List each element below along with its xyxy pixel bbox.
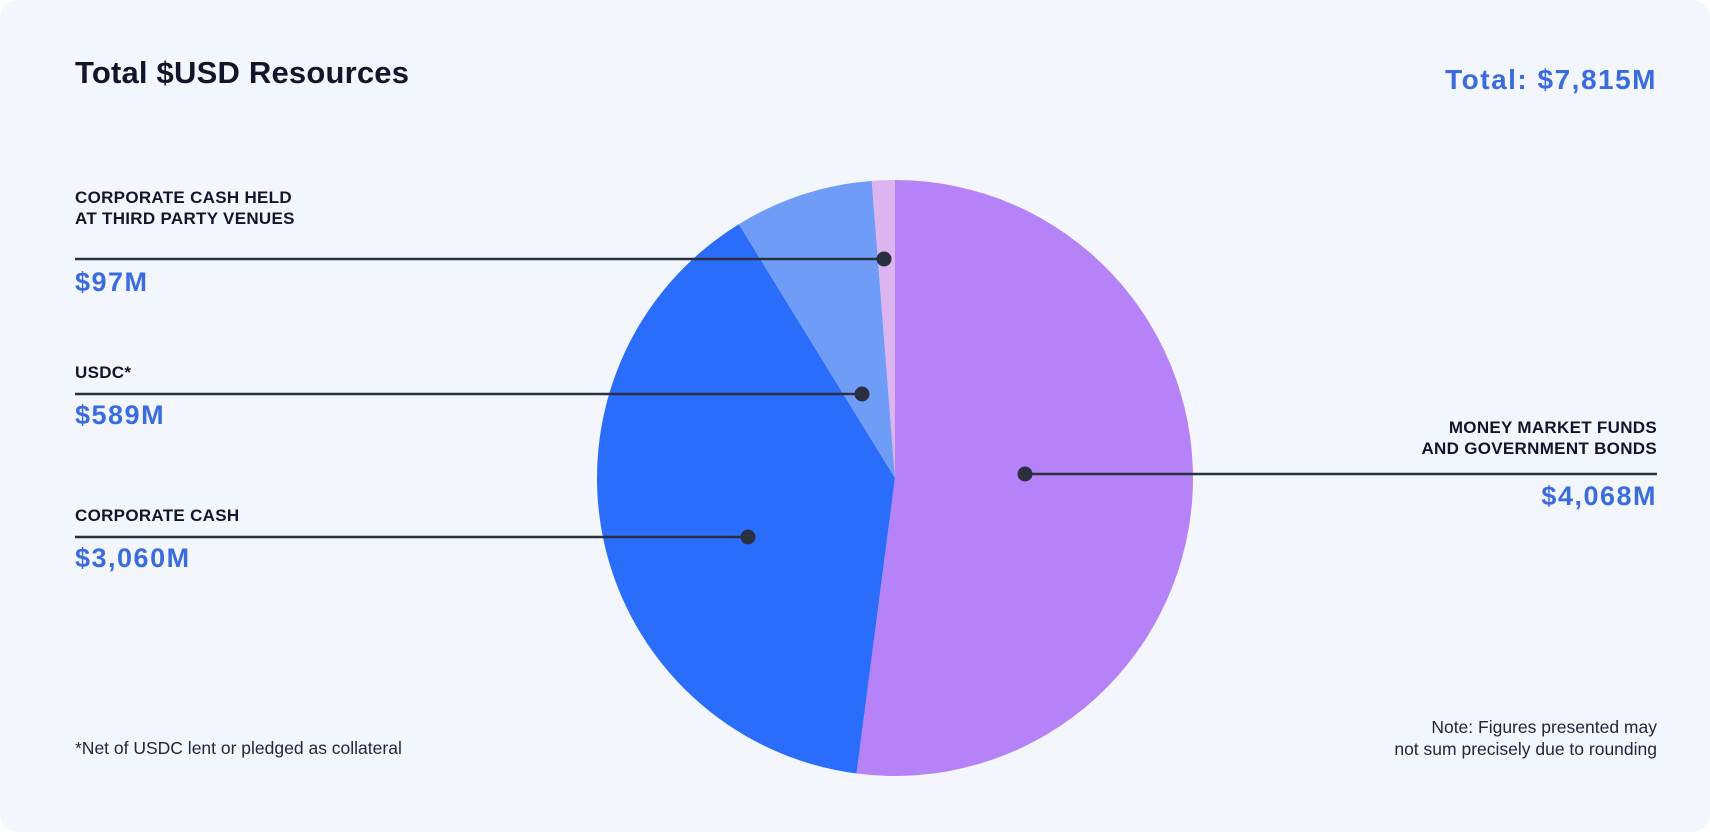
pie-slice-corporate-cash bbox=[596, 224, 895, 774]
callout-third-party-venues: CORPORATE CASH HELD AT THIRD PARTY VENUE… bbox=[75, 187, 295, 297]
callout-label: CORPORATE CASH bbox=[75, 505, 239, 526]
pie-slices bbox=[596, 180, 1193, 776]
leader-dot-corporate-cash bbox=[740, 529, 756, 545]
footnote-line: not sum precisely due to rounding bbox=[1394, 738, 1657, 759]
callout-label: USDC* bbox=[75, 362, 131, 383]
callout-label: MONEY MARKET FUNDS AND GOVERNMENT BONDS bbox=[1421, 417, 1657, 459]
callout-value: $3,060M bbox=[75, 543, 191, 573]
leader-dot-usdc bbox=[854, 386, 870, 402]
callout-value: $97M bbox=[75, 267, 149, 297]
callout-label: CORPORATE CASH HELD AT THIRD PARTY VENUE… bbox=[75, 187, 295, 229]
callout-money-market: MONEY MARKET FUNDS AND GOVERNMENT BONDS … bbox=[1421, 417, 1657, 511]
total-value: Total: $7,815M bbox=[1445, 64, 1657, 95]
callout-label-line: USDC* bbox=[75, 363, 132, 382]
callout-label-line: CORPORATE CASH HELD bbox=[75, 188, 292, 207]
footnote-line: Note: Figures presented may bbox=[1431, 717, 1657, 737]
callout-usdc: USDC* $589M bbox=[75, 362, 164, 430]
callout-corporate-cash: CORPORATE CASH $3,060M bbox=[75, 505, 239, 573]
callout-label-line: CORPORATE CASH bbox=[75, 506, 240, 525]
leader-dot-money-market bbox=[1017, 466, 1033, 482]
leader-dot-third-party bbox=[876, 251, 892, 267]
leader-lines bbox=[75, 251, 1657, 545]
page-title: Total $USD Resources bbox=[75, 55, 410, 90]
pie-slice-usdc bbox=[738, 180, 895, 478]
callout-label-line: AT THIRD PARTY VENUES bbox=[75, 209, 295, 228]
callout-label-line: AND GOVERNMENT BONDS bbox=[1421, 439, 1657, 458]
footnote-rounding: Note: Figures presented may not sum prec… bbox=[1394, 717, 1657, 760]
callout-label-line: MONEY MARKET FUNDS bbox=[1448, 418, 1657, 437]
callout-value: $589M bbox=[75, 400, 166, 430]
footnote-usdc-net: *Net of USDC lent or pledged as collater… bbox=[75, 738, 402, 758]
callout-value: $4,068M bbox=[1541, 481, 1657, 511]
